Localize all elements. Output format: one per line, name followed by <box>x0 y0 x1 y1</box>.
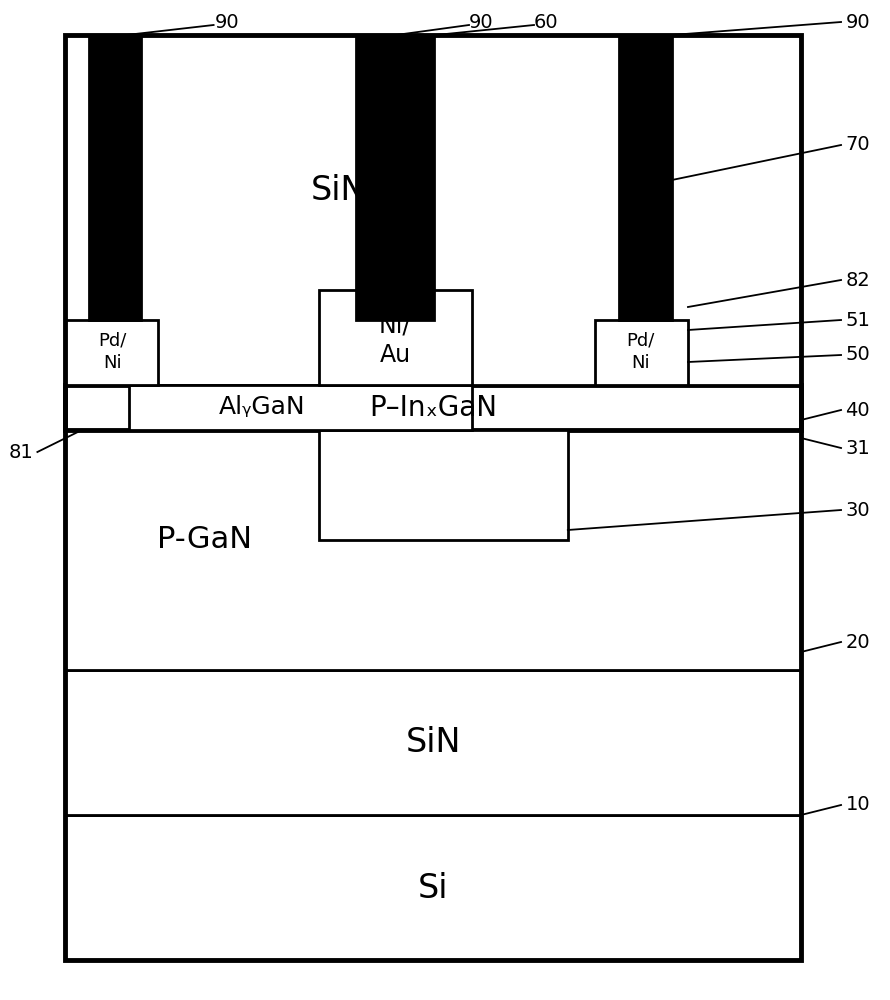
Bar <box>89 35 141 320</box>
Text: SiN: SiN <box>311 174 366 207</box>
Text: 30: 30 <box>846 500 870 520</box>
Text: Si: Si <box>418 871 449 904</box>
Bar <box>595 320 688 385</box>
Text: 90: 90 <box>846 12 870 31</box>
Text: 90: 90 <box>468 12 493 31</box>
Text: Pd/
Ni: Pd/ Ni <box>627 332 655 372</box>
Bar <box>129 385 472 430</box>
Text: 60: 60 <box>533 12 558 31</box>
Text: 82: 82 <box>846 270 870 290</box>
Bar <box>65 430 801 670</box>
Text: P–InₓGaN: P–InₓGaN <box>369 394 498 422</box>
Bar <box>319 430 568 540</box>
Text: 20: 20 <box>846 633 870 652</box>
Bar <box>65 35 801 385</box>
Text: Ni/
Au: Ni/ Au <box>379 313 411 367</box>
Text: 81: 81 <box>9 442 34 462</box>
Bar <box>65 385 801 430</box>
Text: 51: 51 <box>846 310 870 330</box>
Text: 50: 50 <box>846 346 870 364</box>
Text: SiN: SiN <box>406 726 461 760</box>
Bar <box>356 35 434 320</box>
Text: 40: 40 <box>846 400 870 420</box>
Text: 90: 90 <box>214 12 239 31</box>
Bar <box>619 35 672 320</box>
Text: AlᵧGaN: AlᵧGaN <box>219 395 306 419</box>
Text: 70: 70 <box>846 135 870 154</box>
Text: 10: 10 <box>846 796 870 814</box>
Bar <box>65 320 158 385</box>
Bar <box>65 35 801 960</box>
Text: 31: 31 <box>846 438 870 458</box>
Text: Pd/
Ni: Pd/ Ni <box>98 332 126 372</box>
Bar <box>319 290 472 385</box>
Bar <box>65 815 801 960</box>
Text: P-GaN: P-GaN <box>158 526 252 554</box>
Bar <box>65 670 801 815</box>
